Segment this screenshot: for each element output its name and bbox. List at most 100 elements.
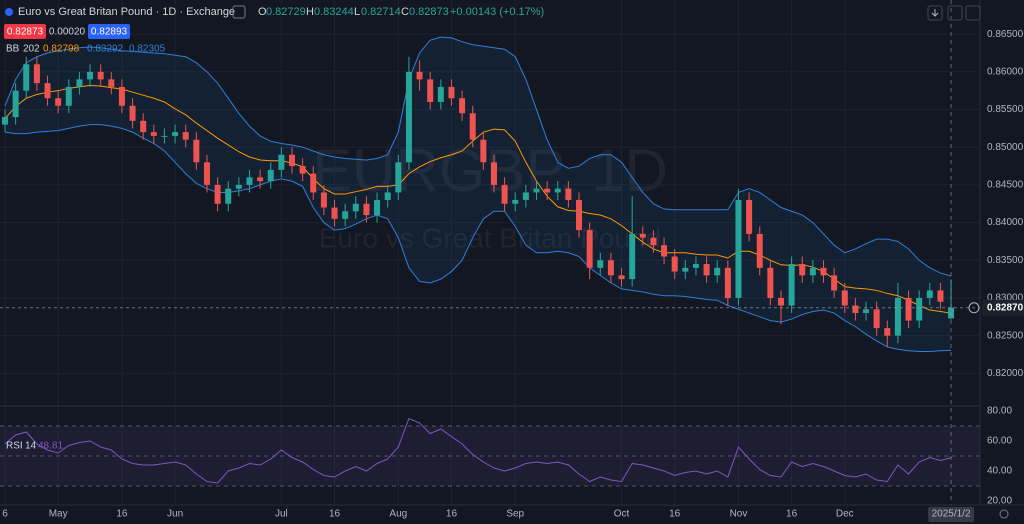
candle-body [278, 154, 285, 170]
x-tick-label: Jun [167, 509, 183, 520]
bb-length: 20 [23, 44, 35, 55]
rsi-tick-label: 60.00 [987, 436, 1012, 447]
symbol-title[interactable]: Euro vs Great Britan Pound · 1D · Exchan… [18, 6, 235, 18]
bb-upper [4, 36, 952, 277]
candle-body [863, 309, 870, 314]
buy-price: 0.82893 [91, 27, 128, 38]
candle-body [884, 328, 891, 336]
candle-body [97, 71, 104, 80]
fullscreen-button[interactable] [947, 5, 963, 21]
candle-body [926, 290, 933, 298]
candle-body [55, 98, 62, 106]
x-tick-label: Dec [836, 509, 854, 520]
price-line-label: 0.82870 [987, 302, 1024, 313]
candle-body [692, 264, 699, 268]
rsi-tick-label: 80.00 [987, 406, 1012, 417]
candle-body [342, 211, 349, 219]
ohlc-label: H [306, 6, 314, 18]
rsi-tick-label: 20.00 [987, 496, 1012, 507]
plot [0, 0, 980, 505]
candle-body [23, 64, 30, 91]
candle-body [661, 245, 668, 257]
ohlc-label: L [354, 6, 360, 18]
y-tick-label: 0.83000 [987, 293, 1024, 304]
y-tick-label: 0.83500 [987, 255, 1024, 266]
candle-body [257, 177, 264, 182]
y-tick-label: 0.84000 [987, 217, 1024, 228]
candle-body [203, 162, 210, 185]
ohlc-value: 0.82873 [409, 6, 449, 18]
eye-button[interactable] [232, 5, 246, 19]
candle-body [607, 260, 614, 276]
x-tick-label: May [49, 509, 68, 520]
candle-body [682, 267, 689, 272]
candle-body [161, 135, 168, 137]
sell-button[interactable] [4, 24, 46, 39]
candle-body [76, 79, 83, 87]
candle-body [118, 86, 125, 106]
grid [0, 0, 980, 505]
refresh-button[interactable] [965, 5, 981, 21]
candle-body [788, 264, 795, 306]
rsi-value: 48.81 [38, 441, 63, 452]
y-tick-label: 0.82000 [987, 368, 1024, 379]
settings-button[interactable] [999, 509, 1009, 519]
buy-button[interactable] [88, 24, 130, 39]
bb-label[interactable]: BB [6, 44, 20, 55]
watermark-subtitle: Euro vs Great Britan Pound [319, 222, 661, 253]
candle-body [427, 79, 434, 102]
candle-body [629, 233, 636, 280]
bb-mult: 2 [34, 44, 40, 55]
candle-body [416, 71, 423, 80]
y-tick-label: 0.82500 [987, 330, 1024, 341]
candle-body [916, 297, 923, 321]
x-tick-label: 16 [446, 509, 458, 520]
candle-body [320, 192, 327, 208]
bb-basis-value: 0.82798 [43, 44, 80, 55]
candle-body [618, 275, 625, 280]
candle-body [363, 203, 370, 216]
y-tick-label: 0.84500 [987, 180, 1024, 191]
candle-body [703, 264, 710, 276]
candle-body [841, 290, 848, 306]
x-tick-label: Oct [614, 509, 630, 520]
ohlc-value: 0.82714 [361, 6, 401, 18]
candle-body [490, 162, 497, 185]
candle-body [480, 139, 487, 163]
candle-body [554, 188, 561, 193]
candle-body [831, 275, 838, 291]
down-icon [931, 9, 939, 17]
ohlc-value: 0.82729 [266, 6, 306, 18]
candle-body [331, 207, 338, 219]
y-tick-label: 0.85500 [987, 104, 1024, 115]
candle-body [469, 113, 476, 140]
scroll-button[interactable] [927, 5, 943, 21]
candle-body [576, 199, 583, 231]
candle-body [246, 177, 253, 185]
candle-body [384, 192, 391, 200]
x-tick-label: 16 [329, 509, 341, 520]
y-tick-label: 0.86000 [987, 66, 1024, 77]
candle-body [395, 162, 402, 193]
add-alert-button[interactable] [968, 302, 980, 314]
sell-price: 0.82873 [7, 27, 44, 38]
candle-body [809, 267, 816, 276]
candle-body [87, 71, 94, 80]
candle-body [820, 267, 827, 276]
candle-body [873, 309, 880, 329]
spread: 0.00020 [49, 27, 86, 38]
rsi-label[interactable]: RSI [6, 441, 23, 452]
candle-body [12, 90, 19, 118]
ohlc-value: 0.83244 [314, 6, 354, 18]
x-tick-label: Aug [389, 509, 407, 520]
price-line-box [982, 299, 1024, 316]
ohlc-label: C [401, 6, 409, 18]
x-tick-label: Nov [730, 509, 748, 520]
crosshair-time-box [928, 507, 975, 522]
change: +0.00143 (+0.17%) [450, 6, 544, 18]
x-tick-label: 6 [2, 509, 8, 520]
candle-body [374, 199, 381, 216]
candle-body [150, 132, 157, 136]
candle-body [129, 105, 136, 121]
